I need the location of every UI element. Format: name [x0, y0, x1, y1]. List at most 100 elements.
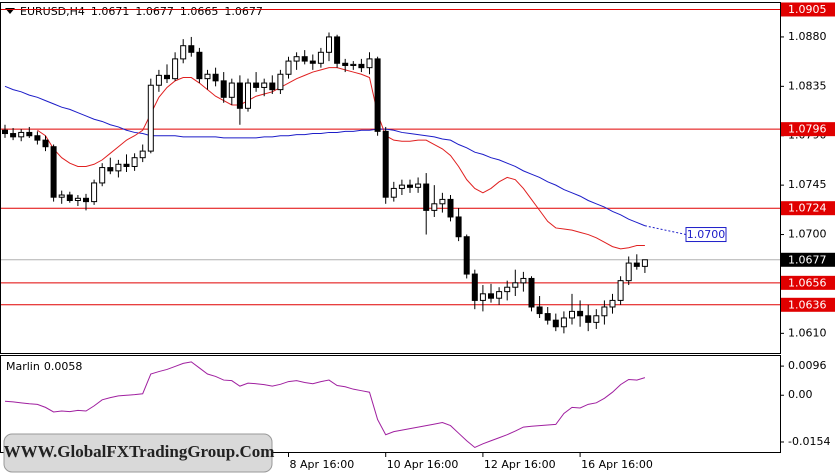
indicator-panel-frame: [0, 355, 781, 453]
candle-body: [228, 82, 235, 98]
candle-body: [220, 80, 227, 98]
candle-body: [204, 73, 211, 80]
watermark: WWW.GlobalFXTradingGroup.Com: [3, 433, 275, 473]
indicator-title: Marlin 0.0058: [6, 360, 82, 373]
watermark-text: WWW.GlobalFXTradingGroup.Com: [4, 442, 275, 461]
candle-body: [334, 36, 341, 64]
candle-body: [382, 130, 389, 198]
candle-body: [569, 310, 575, 319]
candle-body: [504, 286, 511, 293]
level-box: [781, 275, 835, 290]
level-box: [781, 2, 835, 17]
candle-body: [317, 51, 324, 64]
candle-body: [66, 194, 73, 202]
candle-body: [544, 313, 551, 321]
candle-body: [139, 150, 146, 159]
candle-body: [342, 62, 349, 66]
candle-body: [147, 84, 154, 152]
candle-body: [188, 45, 195, 53]
header-field: 1.0665: [180, 5, 219, 18]
level-box: [781, 201, 835, 216]
candle-body: [164, 74, 170, 80]
candle-body: [261, 82, 268, 88]
candle-body: [447, 198, 454, 218]
candle-body: [34, 135, 41, 141]
candle-body: [560, 317, 567, 328]
candle-body: [641, 259, 648, 267]
oscillator-line: [4, 361, 646, 449]
candle-body: [407, 184, 413, 188]
candle-body: [172, 58, 179, 80]
y-tick-label: 0.00: [788, 388, 813, 401]
moving-average: [4, 85, 646, 227]
candle-body: [463, 236, 470, 275]
header-field: EURUSD,H4: [20, 5, 85, 18]
candle-body: [617, 280, 624, 301]
candle-body: [431, 203, 438, 211]
projection-box: [685, 227, 727, 243]
y-tick-label: 1.0745: [788, 178, 827, 191]
candle-body: [99, 167, 106, 184]
candle-body: [10, 133, 17, 138]
projection-line: [644, 225, 687, 236]
y-tick-label: 1.0700: [788, 228, 827, 241]
projection-label: 1.0700: [687, 228, 726, 241]
candle-body: [552, 319, 559, 328]
candle-body: [18, 131, 25, 138]
candle-body: [131, 157, 138, 167]
candle-body: [326, 36, 332, 53]
x-tick-label: 8 Apr 16:00: [290, 458, 355, 471]
candle-body: [123, 163, 130, 167]
y-tick-label: 1.0610: [788, 326, 827, 339]
bid-box: [781, 252, 835, 267]
candle-body: [520, 277, 527, 284]
candle-body: [180, 45, 187, 60]
x-tick-label: 16 Apr 16:00: [581, 458, 653, 471]
y-tick-label: 0.0096: [788, 359, 827, 372]
y-tick-label: -0.0154: [788, 435, 830, 448]
candle-body: [245, 82, 251, 109]
candle-body: [496, 291, 503, 299]
candle-body: [455, 216, 462, 238]
candle-body: [2, 129, 8, 135]
x-tick-label: 10 Apr 16:00: [387, 458, 459, 471]
candle-body: [236, 82, 243, 109]
candle-body: [528, 277, 535, 308]
candle-body: [115, 163, 122, 172]
level-label: 1.0905: [788, 3, 827, 16]
moving-average: [37, 67, 645, 250]
x-tick-label: 12 Apr 16:00: [484, 458, 556, 471]
candle-body: [83, 197, 89, 203]
y-tick-label: 1.0835: [788, 79, 827, 92]
candle-body: [58, 194, 65, 198]
candle-body: [358, 63, 365, 69]
candle-body: [471, 273, 478, 301]
candle-body: [398, 184, 405, 189]
candle-body: [285, 60, 292, 75]
candle-body: [366, 58, 373, 69]
indicator-title-part: 0.0058: [44, 360, 83, 373]
header-field: 1.0677: [224, 5, 263, 18]
candle-body: [479, 293, 486, 301]
candle-body: [196, 51, 203, 80]
bid-label: 1.0677: [788, 253, 827, 266]
candle-body: [609, 299, 616, 308]
candle-body: [593, 315, 600, 323]
chart-header: EURUSD,H4 1.0671 1.0677 1.0665 1.0677: [20, 5, 263, 18]
main-panel-frame: [0, 2, 781, 354]
candle-body: [374, 58, 381, 132]
candle-body: [536, 306, 543, 315]
header-field: 1.0671: [91, 5, 130, 18]
candle-body: [74, 197, 81, 202]
candle-body: [50, 146, 57, 198]
candle-body: [423, 183, 430, 211]
candle-body: [625, 262, 632, 282]
candle-body: [390, 187, 397, 198]
level-label: 1.0724: [788, 202, 827, 215]
y-tick-label: 1.0880: [788, 30, 827, 43]
candle-body: [91, 182, 98, 203]
candle-body: [601, 306, 608, 317]
candle-body: [633, 262, 640, 267]
